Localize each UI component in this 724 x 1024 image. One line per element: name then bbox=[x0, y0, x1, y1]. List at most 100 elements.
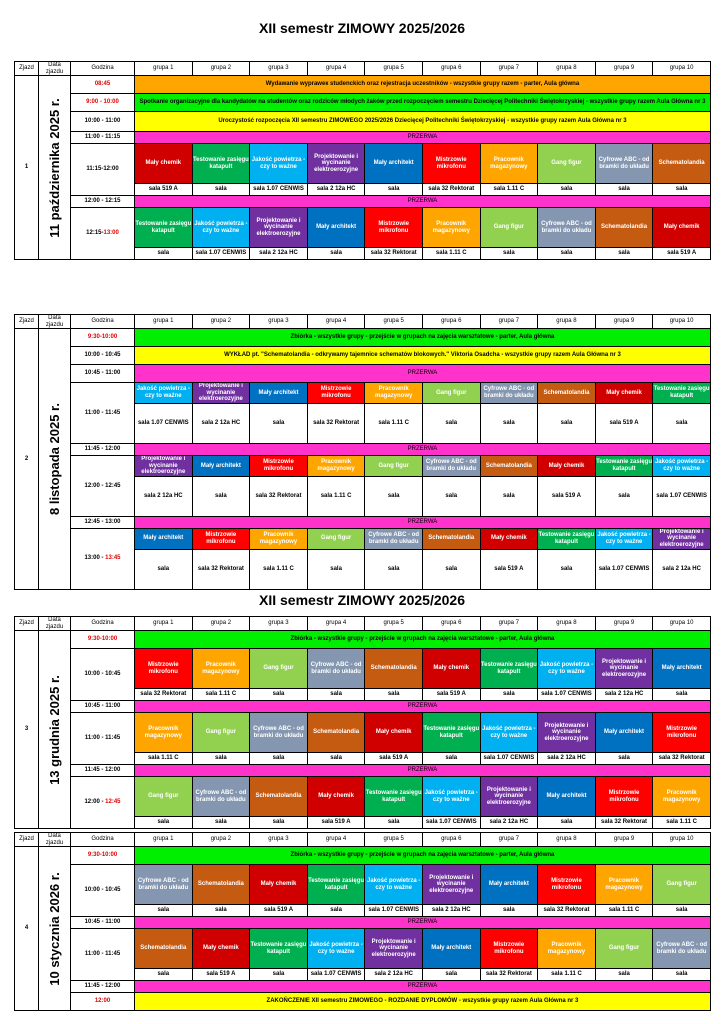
header-group: grupa 7 bbox=[480, 315, 538, 329]
activity-katapult: Testowanie zasięgu katapult bbox=[365, 777, 423, 817]
activity-row: 12:00 - 12:45 Projektowanie i wycinanie e… bbox=[15, 455, 711, 476]
zjazd-date-cell: 13 grudnia 2025 r. bbox=[39, 631, 71, 829]
header-group: grupa 1 bbox=[135, 833, 193, 847]
room-label: sala bbox=[538, 184, 596, 196]
event-banner: Uroczystość rozpoczęcia XII semestru ZIM… bbox=[135, 112, 711, 132]
room-label: sala bbox=[480, 905, 538, 917]
room-label: sala 519 A bbox=[653, 248, 711, 260]
header-godzina: Godzina bbox=[71, 62, 135, 76]
zjazd-date-cell: 11 października 2025 r. bbox=[39, 76, 71, 260]
break-row: 12:45 - 13:00 PRZERWA bbox=[15, 516, 711, 528]
banner-row: 2 8 listopada 2025 r. 9:30-10:00 Zbiórka - … bbox=[15, 329, 711, 347]
room-label: sala 32 Rektorat bbox=[250, 476, 308, 516]
activity-projekt: Projektowanie i wycinanie elektroerozyjn… bbox=[538, 713, 596, 753]
header-group: grupa 3 bbox=[250, 315, 308, 329]
room-label: sala 1.11 C bbox=[250, 549, 308, 589]
break-banner: PRZERWA bbox=[135, 701, 711, 713]
header-group: grupa 8 bbox=[538, 617, 596, 631]
activity-gang: Gang figur bbox=[595, 929, 653, 969]
room-label: sala bbox=[538, 549, 596, 589]
room-label: sala bbox=[595, 184, 653, 196]
room-label: sala bbox=[653, 184, 711, 196]
time-start: 12:15- bbox=[86, 230, 103, 236]
header-group: grupa 1 bbox=[135, 62, 193, 76]
room-label: sala bbox=[365, 549, 423, 589]
room-label: sala bbox=[422, 476, 480, 516]
activity-projekt: Projektowanie i wycinanie elektroerozyjn… bbox=[480, 777, 538, 817]
room-label: sala 1.11 C bbox=[538, 969, 596, 981]
activity-mikrofon: Mistrzowie mikrofonu bbox=[422, 144, 480, 184]
activity-projekt: Projektowanie i wycinanie elektroerozyjn… bbox=[250, 208, 308, 248]
room-label: sala bbox=[192, 905, 250, 917]
activity-powietrze: Jakość powietrza - czy to ważne bbox=[192, 208, 250, 248]
break-row: 11:45 - 12:00 PRZERWA bbox=[15, 981, 711, 993]
activity-architekt: Mały architekt bbox=[250, 383, 308, 404]
activity-chemik: Mały chemik bbox=[538, 455, 596, 476]
room-label: sala 2 12a HC bbox=[135, 476, 193, 516]
room-label: sala 519 A bbox=[192, 969, 250, 981]
activity-gang: Gang figur bbox=[135, 777, 193, 817]
header-group: grupa 10 bbox=[653, 833, 711, 847]
activity-row: 12:15-13:00 Testowanie zasięgu katapult Ja… bbox=[15, 208, 711, 248]
schedule-table-zjazd-1: Zjazd Data zjazdu Godzina grupa 1 grupa 2 gru… bbox=[14, 61, 711, 260]
room-label: sala bbox=[480, 403, 538, 443]
time-cell: 11:00 - 11:45 bbox=[71, 383, 135, 444]
room-label: sala 1.07 CENWIS bbox=[307, 969, 365, 981]
activity-chemik: Mały chemik bbox=[653, 208, 711, 248]
room-label: sala 1.07 CENWIS bbox=[250, 184, 308, 196]
activity-powietrze: Jakość powietrza - czy to ważne bbox=[365, 865, 423, 905]
header-group: grupa 6 bbox=[422, 315, 480, 329]
time-cell: 10:45 - 11:00 bbox=[71, 917, 135, 929]
header-group: grupa 9 bbox=[595, 833, 653, 847]
header-godzina: Godzina bbox=[71, 833, 135, 847]
room-label: sala 519 A bbox=[250, 905, 308, 917]
activity-row: 11:00 - 11:45 Jakość powietrza - czy to w… bbox=[15, 383, 711, 404]
activity-katapult: Testowanie zasięgu katapult bbox=[307, 865, 365, 905]
header-group: grupa 2 bbox=[192, 833, 250, 847]
room-label: sala bbox=[595, 476, 653, 516]
header-group: grupa 5 bbox=[365, 62, 423, 76]
activity-cyfrowe: Cyfrowe ABC - od bramki do układu bbox=[250, 713, 308, 753]
room-label: sala bbox=[595, 248, 653, 260]
room-label: sala bbox=[135, 248, 193, 260]
activity-magazyn: Pracownik magazynowy bbox=[192, 649, 250, 689]
room-label: sala bbox=[192, 476, 250, 516]
event-banner: Spotkanie organizacyjne dla kandydatów n… bbox=[135, 94, 711, 112]
activity-magazyn: Pracownik magazynowy bbox=[653, 777, 711, 817]
activity-powietrze: Jakość powietrza - czy to ważne bbox=[653, 455, 711, 476]
zjazd-number: 4 bbox=[15, 847, 39, 1011]
room-label: sala 2 12a HC bbox=[422, 905, 480, 917]
room-label: sala bbox=[192, 817, 250, 829]
activity-powietrze: Jakość powietrza - czy to ważne bbox=[422, 777, 480, 817]
activity-architekt: Mały architekt bbox=[192, 455, 250, 476]
room-label: sala bbox=[192, 184, 250, 196]
activity-magazyn: Pracownik magazynowy bbox=[307, 455, 365, 476]
header-group: grupa 6 bbox=[422, 833, 480, 847]
banner-row: 3 13 grudnia 2025 r. 9:30-10:00 Zbiórka - w… bbox=[15, 631, 711, 649]
activity-cyfrowe: Cyfrowe ABC - od bramki do układu bbox=[422, 455, 480, 476]
activity-projekt: Projektowanie i wycinanie elektroerozyjn… bbox=[135, 455, 193, 476]
room-label: sala 1.07 CENWIS bbox=[480, 753, 538, 765]
room-label: sala 1.07 CENWIS bbox=[365, 905, 423, 917]
room-label: sala bbox=[250, 969, 308, 981]
activity-gang: Gang figur bbox=[422, 383, 480, 404]
room-label: sala bbox=[653, 905, 711, 917]
room-label: sala bbox=[307, 905, 365, 917]
header-group: grupa 5 bbox=[365, 833, 423, 847]
room-label: sala bbox=[538, 817, 596, 829]
activity-chemik: Mały chemik bbox=[135, 144, 193, 184]
activity-row: 13:00 - 13:45 Mały architekt Mistrzowie mi… bbox=[15, 528, 711, 549]
activity-schemat: Schematolandia bbox=[422, 528, 480, 549]
header-group: grupa 2 bbox=[192, 617, 250, 631]
activity-powietrze: Jakość powietrza - czy to ważne bbox=[307, 929, 365, 969]
time-cell: 11:45 - 12:00 bbox=[71, 981, 135, 993]
header-godzina: Godzina bbox=[71, 617, 135, 631]
room-label: sala 1.11 C bbox=[307, 476, 365, 516]
zjazd-number: 2 bbox=[15, 329, 39, 589]
header-row: Zjazd Data zjazdu Godzina grupa 1 grupa 2 gru… bbox=[15, 833, 711, 847]
schedule-table-zjazd-4: Zjazd Data zjazdu Godzina grupa 1 grupa 2 gru… bbox=[14, 832, 711, 1011]
zjazd-date-cell: 8 listopada 2025 r. bbox=[39, 329, 71, 589]
break-row: 10:45 - 11:00 PRZERWA bbox=[15, 701, 711, 713]
activity-architekt: Mały architekt bbox=[365, 144, 423, 184]
time-cell: 9:30-10:00 bbox=[71, 631, 135, 649]
